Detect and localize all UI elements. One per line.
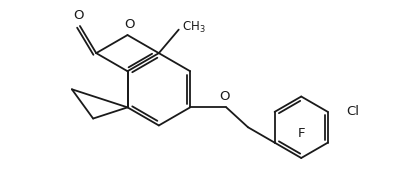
Text: CH$_3$: CH$_3$ xyxy=(182,20,206,35)
Text: F: F xyxy=(297,127,305,140)
Text: Cl: Cl xyxy=(346,105,359,118)
Text: O: O xyxy=(219,90,230,103)
Text: O: O xyxy=(124,18,134,31)
Text: O: O xyxy=(73,9,83,22)
